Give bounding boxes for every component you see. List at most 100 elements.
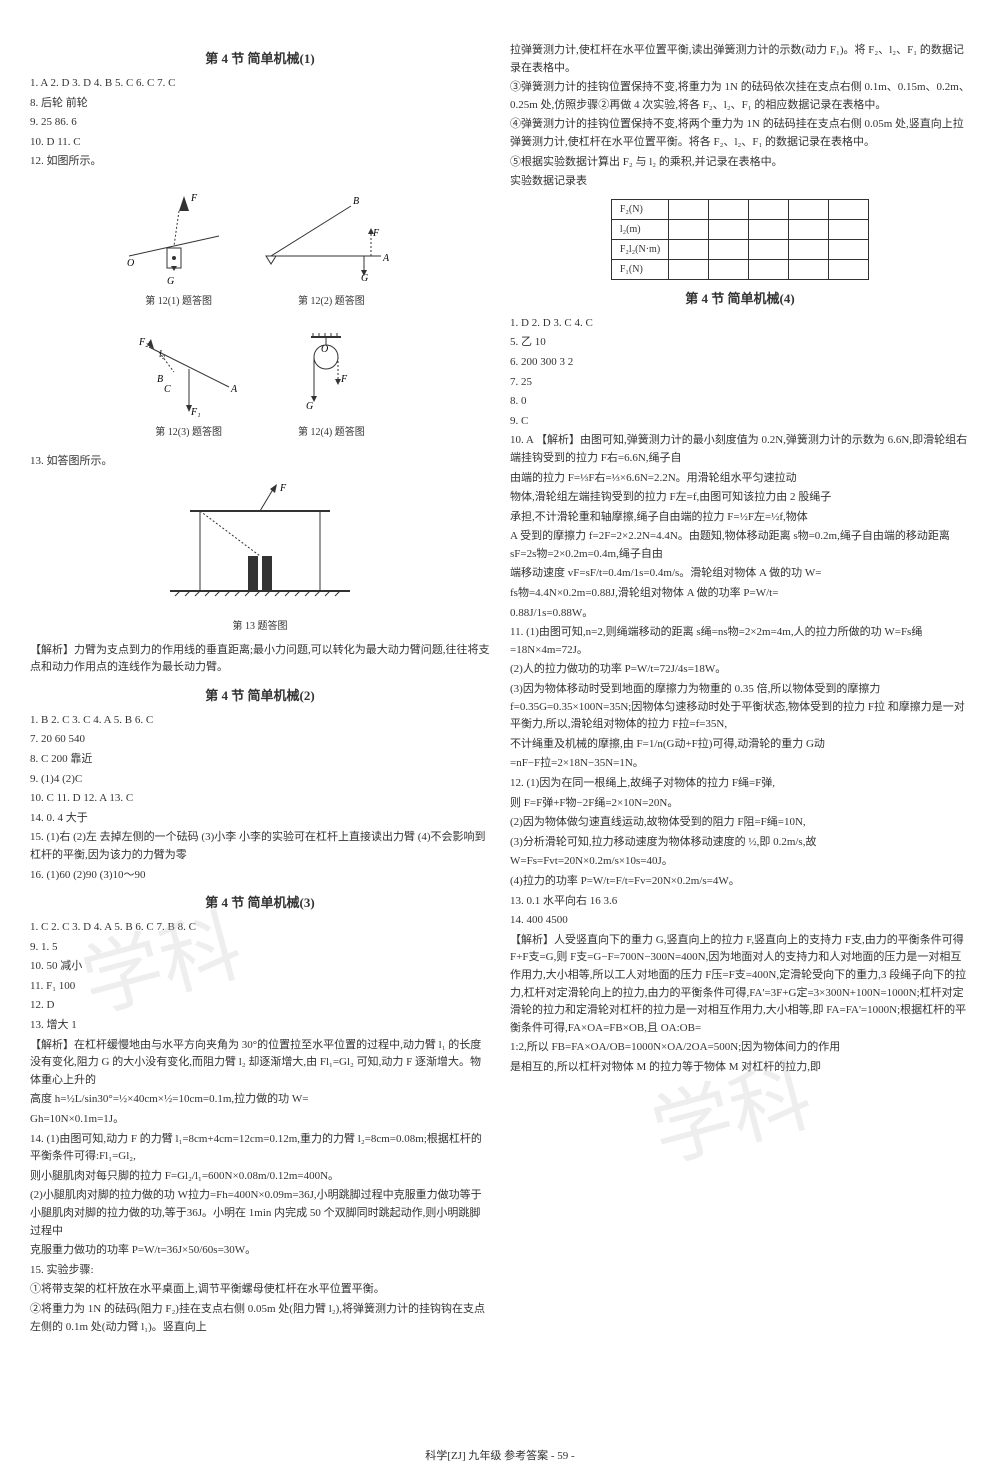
text-line: 拉弹簧测力计,使杠杆在水平位置平衡,读出弹簧测力计的示数(动力 F₁)。将 F₂…: [510, 42, 970, 77]
equation-line: 由端的拉力 F=⅓F右=⅓×6.6N=2.2N。用滑轮组水平匀速拉动: [510, 470, 970, 488]
answer-line: ②将重力为 1N 的砝码(阻力 F₂)挂在支点右侧 0.05m 处(阻力臂 l₂…: [30, 1301, 490, 1336]
svg-text:A: A: [382, 253, 390, 264]
explain-text: 【解析】在杠杆缓慢地由与水平方向夹角为 30°的位置拉至水平位置的过程中,动力臂…: [30, 1037, 490, 1090]
svg-text:G: G: [306, 401, 313, 412]
table-cell: F₂(N): [611, 199, 668, 219]
text-line: 物体,滑轮组左端挂钩受到的拉力 F左=f,由图可知该拉力由 2 股绳子: [510, 489, 970, 507]
section2-title: 第 4 节 简单机械(2): [30, 685, 490, 704]
answer-line: 6. 200 300 3 2: [510, 354, 970, 372]
fig-12-3: F₂ l₂ B A C F₁: [129, 327, 249, 417]
fig-caption: 第 12(4) 题答图: [271, 423, 391, 438]
answer-line: 16. (1)60 (2)90 (3)10～90: [30, 867, 490, 885]
answer-line: 9. C: [510, 413, 970, 431]
equation-line: 高度 h=½L/sin30°=½×40cm×½=10cm=0.1m,拉力做的功 …: [30, 1091, 490, 1109]
fig-12-4: O F G: [271, 327, 391, 417]
answer-line: (2)小腿肌肉对脚的拉力做的功 W拉力=Fh=400N×0.09m=36J,小明…: [30, 1187, 490, 1240]
answer-line: 11. (1)由图可知,n=2,则绳端移动的距离 s绳=ns物=2×2m=4m,…: [510, 624, 970, 659]
answer-line: 7. 25: [510, 374, 970, 392]
table-cell: F₁(N): [611, 259, 668, 279]
left-column: 第 4 节 简单机械(1) 1. A 2. D 3. D 4. B 5. C 6…: [30, 40, 490, 1338]
answer-line: 13. 0.1 水平向右 16 3.6: [510, 893, 970, 911]
text-line: A 受到的摩擦力 f=2F=2×2.2N=4.4N。由题知,物体移动距离 s物=…: [510, 528, 970, 563]
explain-text: 【解析】人受竖直向下的重力 G,竖直向上的拉力 F,竖直向上的支持力 F支,由力…: [510, 932, 970, 1038]
answer-line: 9. 1. 5: [30, 939, 490, 957]
equation-line: 0.88J/1s=0.88W。: [510, 605, 970, 623]
text-line: 是相互的,所以杠杆对物体 M 的拉力等于物体 M 对杠杆的拉力,即: [510, 1059, 970, 1077]
fig-12-2: B A F G: [261, 186, 401, 286]
table-cell: F₂l₂(N·m): [611, 239, 668, 259]
fig-caption: 第 12(1) 题答图: [119, 292, 239, 307]
text-line: 实验数据记录表: [510, 173, 970, 191]
section3-title: 第 4 节 简单机械(3): [30, 892, 490, 911]
equation-line: (2)人的拉力做功的功率 P=W/t=72J/4s=18W。: [510, 661, 970, 679]
answer-line: 10. C 11. D 12. A 13. C: [30, 790, 490, 808]
answer-line: 10. D 11. C: [30, 134, 490, 152]
answer-line: (3)因为物体移动时受到地面的摩擦力为物重的 0.35 倍,所以物体受到的摩擦力…: [510, 681, 970, 734]
text-line: ⑤根据实验数据计算出 F₂ 与 l₂ 的乘积,并记录在表格中。: [510, 154, 970, 172]
text-line: ④弹簧测力计的挂钩位置保持不变,将两个重力为 1N 的砝码挂在支点右侧 0.05…: [510, 116, 970, 151]
explain-text: 【解析】力臂为支点到力的作用线的垂直距离;最小力问题,可以转化为最大动力臂问题,…: [30, 642, 490, 677]
equation-line: 克服重力做功的功率 P=W/t=36J×50/60s=30W。: [30, 1242, 490, 1260]
answer-line: 12. 如图所示。: [30, 153, 490, 171]
answer-line: 13. 增大 1: [30, 1017, 490, 1035]
equation-line: 1:2,所以 FB=FA×OA/OB=1000N×OA/2OA=500N;因为物…: [510, 1039, 970, 1057]
equation-line: 则小腿肌肉对每只脚的拉力 F=Gl₂/l₁=600N×0.08m/0.12m=4…: [30, 1168, 490, 1186]
answer-line: 1. A 2. D 3. D 4. B 5. C 6. C 7. C: [30, 75, 490, 93]
fig-caption: 第 13 题答图: [30, 617, 490, 632]
page-footer: 科学[ZJ] 九年级 参考答案 - 59 -: [30, 1447, 970, 1463]
fig-caption: 第 12(3) 题答图: [129, 423, 249, 438]
svg-text:B: B: [353, 196, 359, 207]
fig-12-1: F O G: [119, 186, 239, 286]
equation-line: W=Fs=Fvt=20N×0.2m/s×10s=40J。: [510, 853, 970, 871]
section4-title: 第 4 节 简单机械(4): [510, 288, 970, 307]
figure-row-2: F₂ l₂ B A C F₁ 第 12(3) 题答图: [30, 322, 490, 443]
answer-line: ①将带支架的杠杆放在水平桌面上,调节平衡螺母使杠杆在水平位置平衡。: [30, 1281, 490, 1299]
answer-line: 12. D: [30, 997, 490, 1015]
answer-line: 14. (1)由图可知,动力 F 的力臂 l₁=8cm+4cm=12cm=0.1…: [30, 1131, 490, 1166]
answer-line: 9. (1)4 (2)C: [30, 771, 490, 789]
answer-line: (3)分析滑轮可知,拉力移动速度为物体移动速度的 ½,即 0.2m/s,故: [510, 834, 970, 852]
svg-text:A: A: [230, 384, 238, 395]
answer-line: 5. 乙 10: [510, 334, 970, 352]
section1-title: 第 4 节 简单机械(1): [30, 48, 490, 67]
svg-text:F: F: [190, 193, 198, 204]
svg-text:F₂: F₂: [138, 337, 149, 348]
svg-text:G: G: [167, 276, 174, 286]
svg-text:F: F: [340, 374, 348, 385]
figure-13: F 第 13 题答图: [30, 481, 490, 632]
svg-text:l₂: l₂: [159, 349, 166, 360]
answer-line: 1. B 2. C 3. C 4. A 5. B 6. C: [30, 712, 490, 730]
answer-line: 1. C 2. C 3. D 4. A 5. B 6. C 7. B 8. C: [30, 919, 490, 937]
answer-line: 8. 0: [510, 393, 970, 411]
answer-line: 1. D 2. D 3. C 4. C: [510, 315, 970, 333]
equation-line: Gh=10N×0.1m=1J。: [30, 1111, 490, 1129]
svg-text:C: C: [164, 384, 171, 395]
equation-line: (4)拉力的功率 P=W/t=F/t=Fv=20N×0.2m/s=4W。: [510, 873, 970, 891]
equation-line: =nF−F拉=2×18N−35N=1N。: [510, 755, 970, 773]
fig-caption: 第 12(2) 题答图: [261, 292, 401, 307]
answer-line: 则 F=F弹+F物−2F绳=2×10N=20N。: [510, 795, 970, 813]
answer-line: 8. 后轮 前轮: [30, 95, 490, 113]
figure-row-1: F O G 第 12(1) 题答图 B A F: [30, 181, 490, 312]
svg-text:F: F: [279, 483, 287, 494]
data-table: F₂(N) l₂(m) F₂l₂(N·m) F₁(N): [611, 199, 869, 280]
answer-line: 14. 400 4500: [510, 912, 970, 930]
answer-line: 15. (1)右 (2)左 去掉左侧的一个砝码 (3)小李 小李的实验可在杠杆上…: [30, 829, 490, 864]
answer-line: 7. 20 60 540: [30, 731, 490, 749]
answer-line: 15. 实验步骤:: [30, 1262, 490, 1280]
svg-text:B: B: [157, 374, 163, 385]
answer-line: 13. 如答图所示。: [30, 453, 490, 471]
table-cell: l₂(m): [611, 219, 668, 239]
equation-line: 端移动速度 vF=sF/t=0.4m/1s=0.4m/s。滑轮组对物体 A 做的…: [510, 565, 970, 583]
text-line: fs物=4.4N×0.2m=0.88J,滑轮组对物体 A 做的功率 P=W/t=: [510, 585, 970, 603]
explain-text: 10. A 【解析】由图可知,弹簧测力计的最小刻度值为 0.2N,弹簧测力计的示…: [510, 432, 970, 467]
equation-line: 不计绳重及机械的摩擦,由 F=1/n(G动+F拉)可得,动滑轮的重力 G动: [510, 736, 970, 754]
answer-line: 14. 0. 4 大于: [30, 810, 490, 828]
answer-line: (2)因为物体做匀速直线运动,故物体受到的阻力 F阻=F绳=10N,: [510, 814, 970, 832]
text-line: ③弹簧测力计的挂钩位置保持不变,将重力为 1N 的砝码依次挂在支点右侧 0.1m…: [510, 79, 970, 114]
right-column: 拉弹簧测力计,使杠杆在水平位置平衡,读出弹簧测力计的示数(动力 F₁)。将 F₂…: [510, 40, 970, 1338]
svg-text:F₁: F₁: [190, 407, 201, 417]
equation-line: 承担,不计滑轮重和轴摩擦,绳子自由端的拉力 F=½F左=½f,物体: [510, 509, 970, 527]
answer-line: 12. (1)因为在同一根绳上,故绳子对物体的拉力 F绳=F弹,: [510, 775, 970, 793]
answer-line: 8. C 200 靠近: [30, 751, 490, 769]
